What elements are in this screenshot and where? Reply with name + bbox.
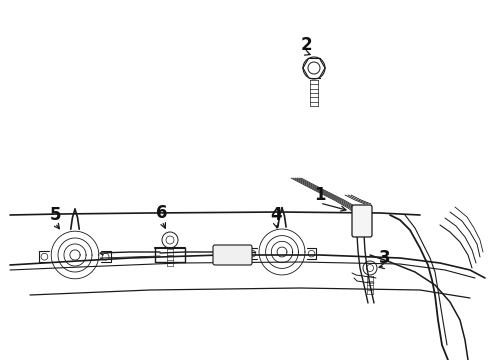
Text: 1: 1: [314, 186, 326, 204]
Text: 6: 6: [156, 204, 168, 222]
Text: 5: 5: [49, 206, 61, 224]
FancyBboxPatch shape: [213, 245, 252, 265]
Text: 3: 3: [379, 249, 391, 267]
Text: 4: 4: [270, 206, 282, 224]
Text: 2: 2: [300, 36, 312, 54]
FancyBboxPatch shape: [352, 205, 372, 237]
